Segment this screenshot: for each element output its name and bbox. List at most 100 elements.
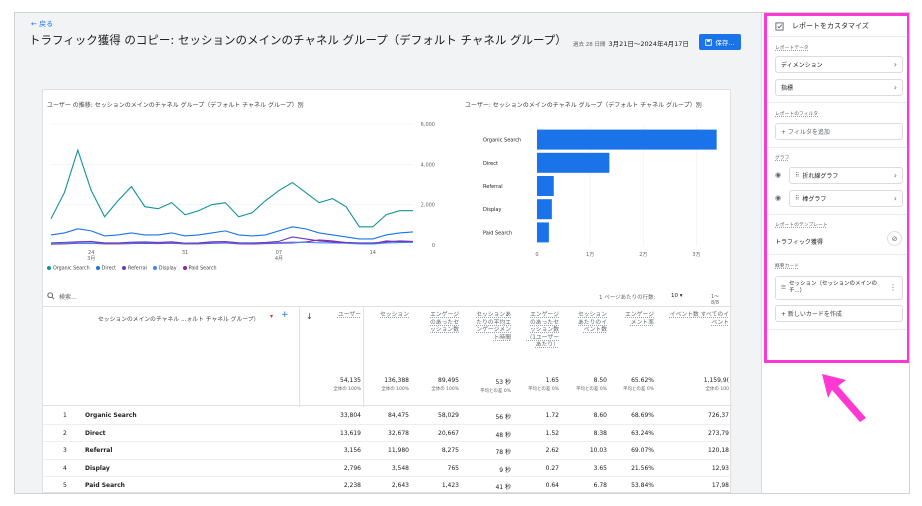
- template-label: レポートのテンプレート: [775, 223, 828, 228]
- bar: [537, 152, 610, 173]
- row-channel-name: Direct: [85, 429, 106, 437]
- column-header[interactable]: ユーザー: [337, 312, 361, 318]
- column-header[interactable]: エンゲージメント率: [625, 312, 654, 326]
- more-icon[interactable]: ⋮: [889, 283, 897, 292]
- line-graph-item[interactable]: ⠿ 折れ線グラフ ›: [789, 167, 903, 184]
- row-cell: 17,98: [711, 482, 729, 489]
- x-tick-label: 3万: [692, 252, 700, 258]
- dimension-dropdown-icon[interactable]: ▾: [270, 313, 274, 320]
- column-header[interactable]: セッション: [380, 312, 409, 318]
- x-tick-label: 2万: [639, 252, 647, 258]
- table-row[interactable]: 1 Organic Search 33,804 84,475 58,029 56 秒 1.7…: [43, 407, 732, 425]
- summary-card-label: 概要カード: [775, 264, 799, 269]
- panel-header: レポートをカスタマイズ: [775, 21, 869, 31]
- table-toolbar: 検索... 1 ページあたりの行数: 10 ▾ 1～8/8: [47, 290, 727, 306]
- column-header[interactable]: イベント数 すべてのイベント: [669, 312, 729, 326]
- dimensions-item[interactable]: ディメンション ›: [775, 56, 903, 73]
- add-dimension-icon[interactable]: +: [281, 310, 289, 320]
- row-cell: 58,029: [438, 412, 459, 419]
- row-cell: 84,475: [388, 412, 409, 419]
- row-index: 2: [63, 429, 67, 437]
- legend-dot: [95, 266, 100, 270]
- eye-icon[interactable]: ◉: [775, 171, 782, 179]
- table-row[interactable]: 5 Paid Search 2,238 2,643 1,423 41 秒 0.64 6.78 5…: [43, 477, 732, 493]
- row-cell: 0.27: [545, 464, 559, 472]
- table-row[interactable]: 4 Display 2,796 3,548 765 9 秒 0.27 3.65 21.56% 12…: [43, 460, 732, 477]
- metrics-item[interactable]: 指標 ›: [775, 79, 903, 96]
- chevron-right-icon: ›: [893, 83, 897, 92]
- total-subtext: 全体の 100%: [431, 387, 459, 392]
- table-row[interactable]: 3 Referral 3,156 11,980 8,275 78 秒 2.62 10.03 69…: [43, 442, 732, 460]
- legend-item: Organic Search: [47, 266, 90, 272]
- row-index: 3: [63, 447, 67, 454]
- row-cell: 63.24%: [631, 429, 654, 437]
- bar-category-label: Display: [483, 207, 501, 213]
- legend-item: Display: [152, 266, 177, 272]
- column-divider: [363, 307, 364, 407]
- x-tick-label: 4月: [275, 256, 283, 262]
- total-subtext: 平均との差 0%: [575, 387, 607, 392]
- column-total: 1,159,9(全体の 100: [685, 377, 729, 392]
- add-filter-button[interactable]: + フィルタを追加: [775, 123, 903, 140]
- total-subtext: 全体の 100%: [333, 387, 361, 392]
- bar-chart: 0 1万 2万 3万 Organic Search Direct Referral Displ…: [483, 124, 717, 258]
- page-title: トラフィック獲得 のコピー: セッションのメインのチャネル グループ（デフォルト…: [29, 33, 567, 47]
- table-body: 1 Organic Search 33,804 84,475 58,029 56 秒 1.7…: [43, 407, 732, 493]
- bar-chart-title: ユーザー: セッションのメインのチャネル グループ（デフォルト チャネル グルー…: [465, 102, 702, 109]
- unlink-icon[interactable]: ⊘: [887, 231, 902, 246]
- rows-per-page-select[interactable]: 10 ▾: [671, 293, 683, 299]
- save-button[interactable]: 保存...: [699, 34, 741, 50]
- sort-desc-icon[interactable]: ↓: [306, 312, 313, 321]
- y-tick-label: 2,000: [421, 203, 435, 209]
- dimension-header[interactable]: セッションのメインのチャネル ...ォルト チャネル グループ）: [98, 317, 260, 323]
- divider: [767, 254, 907, 255]
- line-graph-label: 折れ線グラフ: [802, 173, 839, 180]
- row-cell: 56 秒: [495, 414, 511, 421]
- bar-category-label: Paid Search: [483, 230, 512, 236]
- legend-dot: [182, 266, 187, 270]
- column-total: 89,495 全体の 100%: [415, 377, 459, 392]
- row-cell: 8.60: [593, 412, 607, 419]
- rows-per-page-label: 1 ページあたりの行数:: [599, 295, 656, 301]
- search-input[interactable]: 検索...: [59, 294, 77, 301]
- summary-card-item[interactable]: ☰ セッション（セッションのメインのチ...） ⋮: [775, 276, 903, 300]
- row-channel-name: Paid Search: [85, 482, 125, 489]
- column-header[interactable]: セッションあたりのイベント数: [578, 312, 607, 333]
- eye-icon[interactable]: ◉: [775, 194, 782, 202]
- legend-dot: [47, 266, 51, 270]
- row-index: 4: [63, 464, 67, 472]
- panel-title: レポートをカスタマイズ: [792, 22, 869, 30]
- row-cell: 1,423: [441, 482, 459, 489]
- row-cell: 41 秒: [495, 484, 511, 491]
- x-tick-label: 14: [370, 250, 376, 256]
- total-value: 65.62%: [631, 377, 654, 384]
- date-range[interactable]: 過去 28 日間 3月21日～2024年4月17日: [573, 38, 689, 48]
- drag-handle-icon[interactable]: ⠿: [795, 195, 800, 202]
- drag-handle-icon[interactable]: ⠿: [795, 172, 800, 179]
- row-cell: 11,980: [388, 447, 409, 454]
- back-link[interactable]: ← 戻る: [31, 20, 54, 28]
- total-subtext: 全体の 100%: [381, 387, 409, 392]
- total-subtext: 平均との差 0%: [479, 389, 511, 394]
- chevron-right-icon: ›: [893, 60, 897, 69]
- date-prefix: 過去 28 日間: [573, 42, 606, 48]
- row-cell: 9 秒: [499, 466, 511, 474]
- row-cell: 53.84%: [631, 482, 654, 489]
- bar: [537, 222, 549, 243]
- column-total: 1.65 平均との差 0%: [515, 377, 559, 392]
- highlight-box: レポートをカスタマイズ レポートデータ ディメンション › 指標 › レポートのフィ…: [764, 13, 909, 363]
- column-header[interactable]: エンゲージのあったセッション数（1ユーザーあたり）: [526, 312, 559, 348]
- column-header[interactable]: セッションあたりの平均エンゲージメント時間: [476, 312, 511, 341]
- bar-graph-item[interactable]: ⠿ 棒グラフ ›: [789, 190, 903, 207]
- series-line: [50, 226, 414, 240]
- legend-item: Direct: [95, 266, 116, 272]
- x-tick-label: 31: [182, 250, 188, 256]
- new-card-button[interactable]: + 新しいカードを作成: [775, 305, 903, 322]
- series-line: [50, 148, 413, 228]
- divider: [767, 329, 907, 330]
- table-row[interactable]: 2 Direct 13,619 32,678 20,667 48 秒 1.52 8.38 63.…: [43, 425, 732, 442]
- column-divider: [299, 307, 300, 407]
- column-header[interactable]: エンゲージのあったセッション数: [430, 312, 459, 333]
- row-cell: 2,643: [391, 482, 409, 489]
- bar-category-label: Organic Search: [483, 138, 521, 144]
